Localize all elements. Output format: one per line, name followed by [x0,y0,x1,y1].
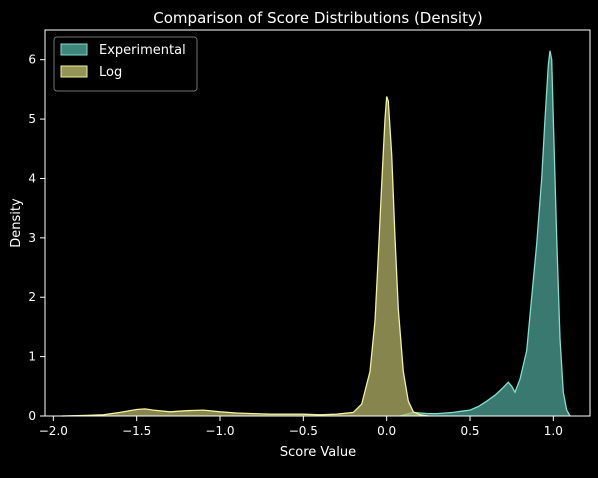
x-tick-label: −1.5 [122,424,151,438]
legend-swatch-experimental [60,43,88,56]
y-tick-label: 2 [28,290,36,304]
y-tick-label: 5 [28,112,36,126]
x-tick-label: 0.0 [377,424,396,438]
legend-frame [53,36,198,92]
x-tick-label: −2.0 [39,424,68,438]
y-tick-label: 6 [28,53,36,67]
x-axis-label: Score Value [280,445,356,460]
legend-swatch-log [60,65,88,78]
x-tick-label: 0.5 [460,424,479,438]
y-tick-label: 0 [28,409,36,423]
plot-frame [44,29,591,417]
y-axis-label: Density [9,198,24,248]
density-area-experimental [400,50,570,417]
density-area-log [61,96,429,416]
chart-title: Comparison of Score Distributions (Densi… [153,9,482,27]
legend: Experimental Log [53,36,198,92]
y-tick-label: 4 [28,171,36,185]
x-tick-label: 1.0 [544,424,563,438]
x-tick-label: −0.5 [289,424,318,438]
legend-label-experimental: Experimental [99,43,186,58]
plot-area [61,50,571,417]
density-line-experimental [399,50,571,417]
density-line-log [61,96,429,417]
x-tick-label: −1.0 [205,424,234,438]
y-tick-label: 1 [28,350,36,364]
axes: −2.0 −1.5 −1.0 −0.5 0.0 0.5 1.0 0 1 2 3 4 5 6 [28,53,563,438]
legend-label-log: Log [99,65,122,80]
y-tick-label: 3 [28,231,36,245]
